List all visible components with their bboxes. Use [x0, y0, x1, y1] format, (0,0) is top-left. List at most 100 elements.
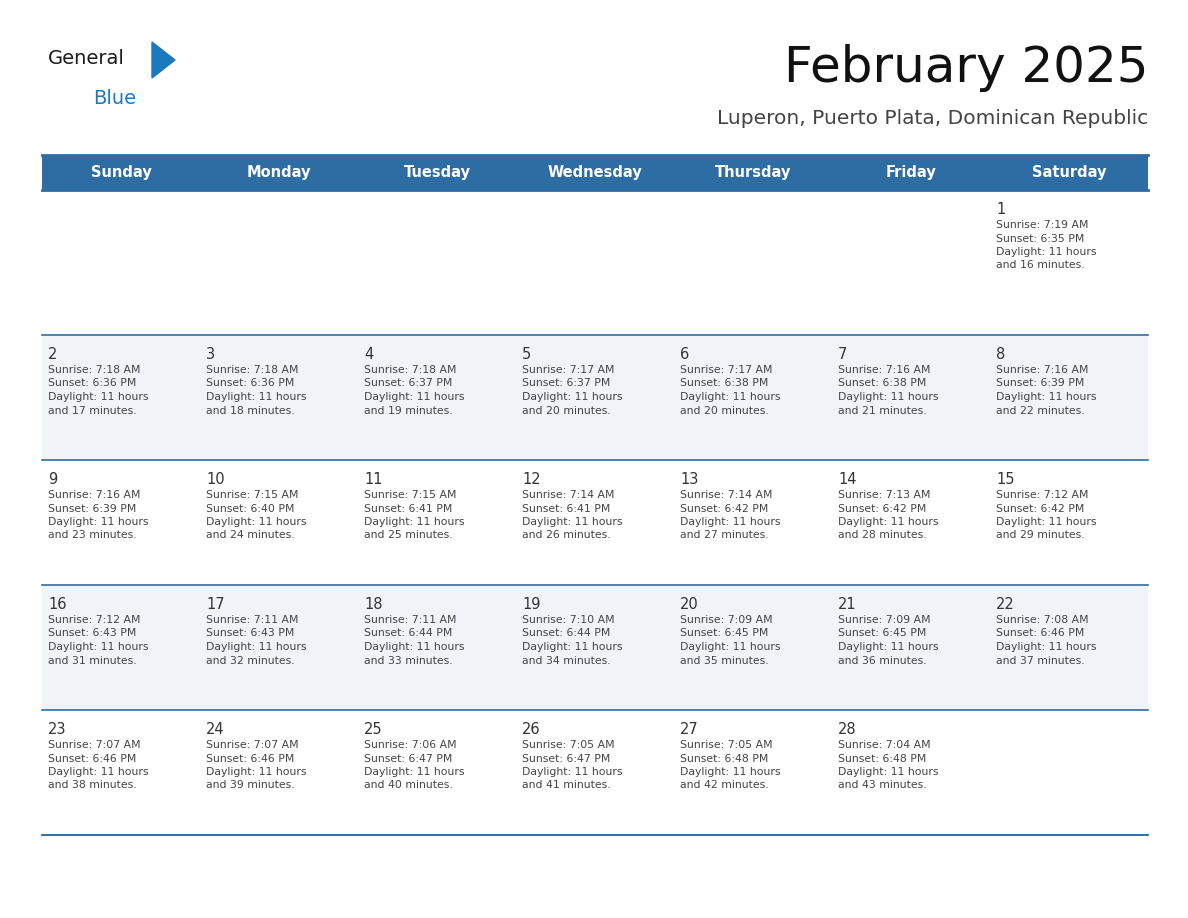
Text: Sunrise: 7:14 AM: Sunrise: 7:14 AM: [522, 490, 614, 500]
Bar: [674, 335, 832, 460]
Text: 26: 26: [522, 722, 541, 737]
Bar: [832, 190, 990, 335]
Text: Sunrise: 7:18 AM: Sunrise: 7:18 AM: [364, 365, 456, 375]
Bar: [516, 585, 674, 710]
Text: Sunrise: 7:09 AM: Sunrise: 7:09 AM: [838, 615, 930, 625]
Bar: [42, 190, 200, 335]
Text: Sunset: 6:44 PM: Sunset: 6:44 PM: [364, 629, 453, 639]
Text: Sunset: 6:39 PM: Sunset: 6:39 PM: [48, 503, 137, 513]
Text: Sunset: 6:40 PM: Sunset: 6:40 PM: [206, 503, 295, 513]
Text: Sunset: 6:45 PM: Sunset: 6:45 PM: [838, 629, 927, 639]
Text: Sunrise: 7:17 AM: Sunrise: 7:17 AM: [522, 365, 614, 375]
Text: Daylight: 11 hours: Daylight: 11 hours: [996, 642, 1097, 652]
Bar: [42, 710, 200, 835]
Text: 28: 28: [838, 722, 857, 737]
Text: Daylight: 11 hours: Daylight: 11 hours: [680, 517, 781, 527]
Bar: [200, 190, 358, 335]
Text: 14: 14: [838, 472, 857, 487]
Bar: [990, 155, 1148, 190]
Text: 3: 3: [206, 347, 215, 362]
Text: 25: 25: [364, 722, 383, 737]
Text: and 40 minutes.: and 40 minutes.: [364, 780, 453, 790]
Text: 24: 24: [206, 722, 225, 737]
Text: Sunrise: 7:18 AM: Sunrise: 7:18 AM: [48, 365, 140, 375]
Text: Sunset: 6:42 PM: Sunset: 6:42 PM: [838, 503, 927, 513]
Text: Sunset: 6:36 PM: Sunset: 6:36 PM: [48, 378, 137, 388]
Text: Sunday: Sunday: [90, 165, 151, 180]
Text: Daylight: 11 hours: Daylight: 11 hours: [206, 642, 307, 652]
Text: Sunset: 6:44 PM: Sunset: 6:44 PM: [522, 629, 611, 639]
Text: 8: 8: [996, 347, 1005, 362]
Text: Sunset: 6:48 PM: Sunset: 6:48 PM: [838, 754, 927, 764]
Text: Sunset: 6:42 PM: Sunset: 6:42 PM: [996, 503, 1085, 513]
Text: Sunset: 6:36 PM: Sunset: 6:36 PM: [206, 378, 295, 388]
Bar: [200, 710, 358, 835]
Text: 20: 20: [680, 597, 699, 612]
Text: and 26 minutes.: and 26 minutes.: [522, 531, 611, 541]
Bar: [358, 710, 516, 835]
Text: 22: 22: [996, 597, 1015, 612]
Bar: [358, 585, 516, 710]
Text: Sunset: 6:46 PM: Sunset: 6:46 PM: [206, 754, 295, 764]
Text: Sunset: 6:35 PM: Sunset: 6:35 PM: [996, 233, 1085, 243]
Text: 27: 27: [680, 722, 699, 737]
Text: and 36 minutes.: and 36 minutes.: [838, 655, 927, 666]
Text: and 19 minutes.: and 19 minutes.: [364, 406, 453, 416]
Bar: [358, 460, 516, 585]
Text: and 17 minutes.: and 17 minutes.: [48, 406, 137, 416]
Bar: [990, 585, 1148, 710]
Text: and 42 minutes.: and 42 minutes.: [680, 780, 769, 790]
Text: Daylight: 11 hours: Daylight: 11 hours: [996, 247, 1097, 257]
Text: Sunset: 6:47 PM: Sunset: 6:47 PM: [522, 754, 611, 764]
Text: Daylight: 11 hours: Daylight: 11 hours: [680, 642, 781, 652]
Text: Luperon, Puerto Plata, Dominican Republic: Luperon, Puerto Plata, Dominican Republi…: [716, 108, 1148, 128]
Text: Sunset: 6:46 PM: Sunset: 6:46 PM: [48, 754, 137, 764]
Bar: [516, 460, 674, 585]
Text: 7: 7: [838, 347, 847, 362]
Text: Sunset: 6:37 PM: Sunset: 6:37 PM: [364, 378, 453, 388]
Text: Sunset: 6:47 PM: Sunset: 6:47 PM: [364, 754, 453, 764]
Text: Sunrise: 7:06 AM: Sunrise: 7:06 AM: [364, 740, 456, 750]
Text: Daylight: 11 hours: Daylight: 11 hours: [522, 517, 623, 527]
Text: Sunrise: 7:10 AM: Sunrise: 7:10 AM: [522, 615, 614, 625]
Text: Daylight: 11 hours: Daylight: 11 hours: [522, 767, 623, 777]
Text: and 43 minutes.: and 43 minutes.: [838, 780, 927, 790]
Text: Monday: Monday: [247, 165, 311, 180]
Text: and 38 minutes.: and 38 minutes.: [48, 780, 137, 790]
Text: Sunrise: 7:05 AM: Sunrise: 7:05 AM: [680, 740, 772, 750]
Text: 13: 13: [680, 472, 699, 487]
Text: Sunrise: 7:17 AM: Sunrise: 7:17 AM: [680, 365, 772, 375]
Text: Thursday: Thursday: [715, 165, 791, 180]
Text: Sunset: 6:42 PM: Sunset: 6:42 PM: [680, 503, 769, 513]
Text: and 20 minutes.: and 20 minutes.: [522, 406, 611, 416]
Text: 1: 1: [996, 202, 1005, 217]
Text: Sunset: 6:38 PM: Sunset: 6:38 PM: [838, 378, 927, 388]
Text: Sunset: 6:37 PM: Sunset: 6:37 PM: [522, 378, 611, 388]
Text: Sunrise: 7:12 AM: Sunrise: 7:12 AM: [48, 615, 140, 625]
Text: 4: 4: [364, 347, 373, 362]
Text: and 28 minutes.: and 28 minutes.: [838, 531, 927, 541]
Text: and 34 minutes.: and 34 minutes.: [522, 655, 611, 666]
Text: Daylight: 11 hours: Daylight: 11 hours: [680, 767, 781, 777]
Text: Sunrise: 7:15 AM: Sunrise: 7:15 AM: [364, 490, 456, 500]
Bar: [42, 585, 200, 710]
Bar: [200, 585, 358, 710]
Text: Daylight: 11 hours: Daylight: 11 hours: [206, 517, 307, 527]
Text: and 27 minutes.: and 27 minutes.: [680, 531, 769, 541]
Polygon shape: [152, 42, 175, 78]
Bar: [358, 155, 516, 190]
Text: Daylight: 11 hours: Daylight: 11 hours: [48, 517, 148, 527]
Text: Sunset: 6:45 PM: Sunset: 6:45 PM: [680, 629, 769, 639]
Text: Sunrise: 7:16 AM: Sunrise: 7:16 AM: [838, 365, 930, 375]
Bar: [516, 710, 674, 835]
Text: and 18 minutes.: and 18 minutes.: [206, 406, 295, 416]
Text: and 29 minutes.: and 29 minutes.: [996, 531, 1085, 541]
Bar: [990, 710, 1148, 835]
Text: Sunset: 6:43 PM: Sunset: 6:43 PM: [48, 629, 137, 639]
Text: Daylight: 11 hours: Daylight: 11 hours: [206, 767, 307, 777]
Text: Wednesday: Wednesday: [548, 165, 643, 180]
Bar: [42, 460, 200, 585]
Text: Sunrise: 7:18 AM: Sunrise: 7:18 AM: [206, 365, 298, 375]
Bar: [990, 460, 1148, 585]
Text: 6: 6: [680, 347, 689, 362]
